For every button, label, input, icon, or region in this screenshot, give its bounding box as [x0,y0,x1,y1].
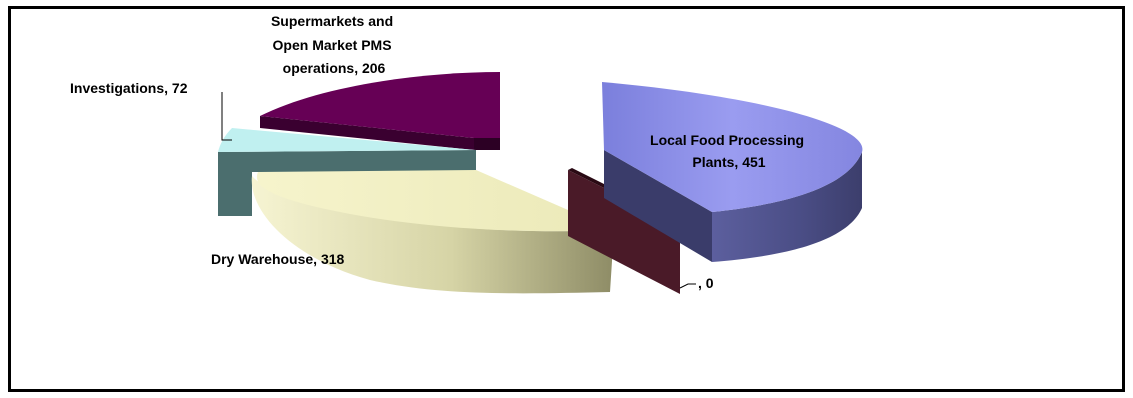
slice-dry-warehouse-top [256,170,614,232]
leader-investigations [221,92,232,141]
slice-investigations-top [218,128,476,152]
slice-supermarkets-side [260,116,500,150]
slice-dry-warehouse [251,170,614,294]
slice-investigations-side [218,150,476,216]
slice-local-food-wall [604,150,712,262]
chart-frame [8,6,1125,392]
slice-zero-wall [568,170,680,294]
label-supermarkets-line: operations, 206 [283,60,386,76]
label-local-food-line: Plants, 451 [692,154,765,170]
label-supermarkets-line: Open Market PMS [273,37,392,53]
slice-supermarkets-wall [474,138,500,150]
slice-investigations [218,128,476,216]
slice-local-food-side [712,152,862,262]
leader-zero [679,283,696,289]
label-local-food-line: Local Food Processing [650,132,804,148]
label-local-food: Local Food Processing Plants, 451 [650,132,808,170]
label-supermarkets-line: Supermarkets and [271,13,393,29]
label-dry-warehouse: Dry Warehouse, 318 [211,251,345,267]
label-investigations: Investigations, 72 [70,80,188,96]
label-zero: , 0 [698,275,714,291]
slice-local-food [602,82,863,262]
slice-supermarkets-top [260,72,500,138]
slice-dry-warehouse-side [251,176,614,294]
slice-local-food-top [602,82,863,212]
slice-supermarkets [260,72,500,150]
label-supermarkets: Supermarkets and Open Market PMS operati… [271,13,397,76]
